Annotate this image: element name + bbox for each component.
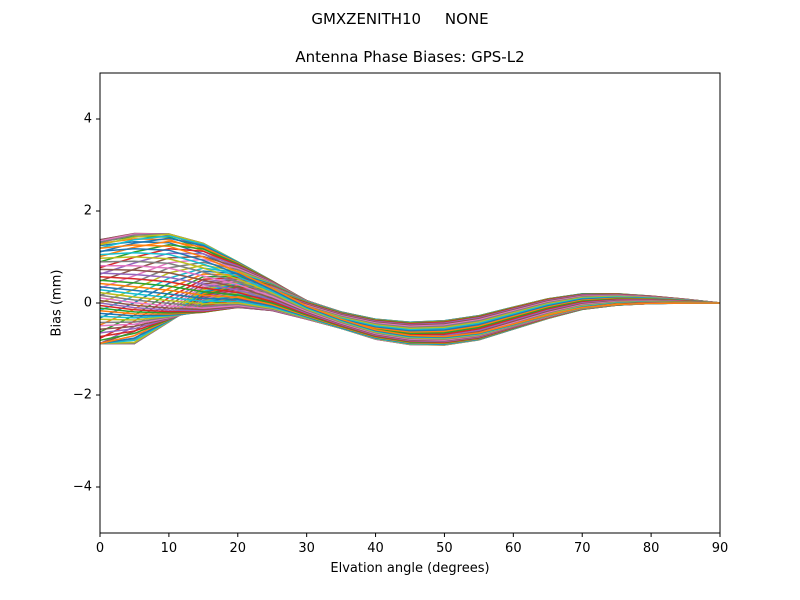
x-tick-label: 80 — [642, 541, 660, 556]
y-tick-label: −4 — [72, 479, 92, 495]
y-tick-label: −2 — [72, 387, 92, 403]
x-tick-label: 0 — [95, 541, 105, 556]
bias-curve — [99, 233, 720, 335]
axis-ticks — [96, 118, 721, 537]
x-tick-label: 60 — [505, 541, 522, 556]
chart-title: Antenna Phase Biases: GPS-L2 — [295, 48, 525, 66]
x-tick-label: 90 — [711, 541, 729, 556]
x-axis-label: Elvation angle (degrees) — [330, 561, 490, 576]
x-tick-label: 70 — [573, 541, 591, 556]
x-tick-label: 20 — [229, 541, 247, 556]
y-tick-label: 0 — [83, 295, 92, 311]
x-tick-label: 40 — [367, 541, 384, 556]
x-tick-label: 50 — [436, 541, 453, 556]
x-tick-label: 30 — [298, 541, 315, 556]
y-axis-label: Bias (mm) — [49, 269, 65, 337]
x-tick-label: 10 — [160, 541, 178, 556]
y-tick-label: 2 — [83, 203, 92, 219]
y-tick-label: 4 — [83, 111, 92, 127]
bias-curve — [99, 233, 721, 333]
bias-curves — [99, 232, 721, 346]
bias-curve — [99, 233, 721, 334]
bias-curve — [99, 244, 721, 338]
figure-suptitle: GMXZENITH10 NONE — [311, 10, 489, 28]
bias-curve — [99, 233, 721, 334]
